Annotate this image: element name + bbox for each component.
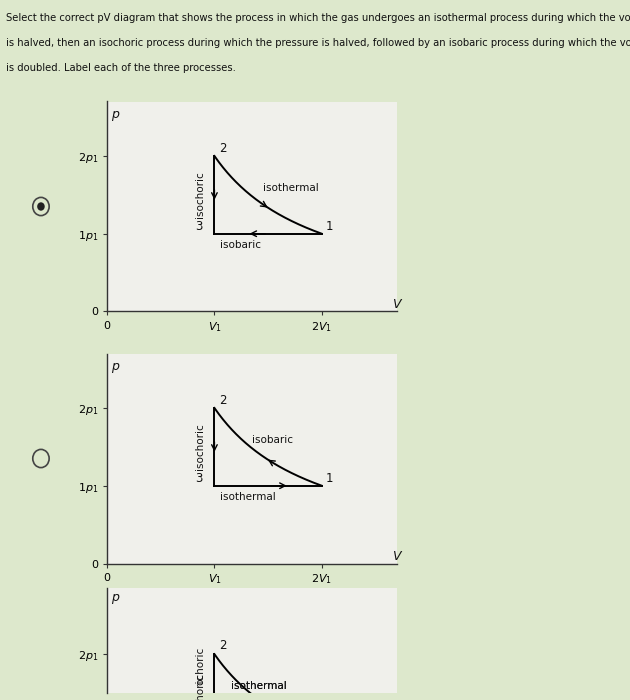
Text: ochoric: ochoric bbox=[195, 647, 205, 685]
Text: 2: 2 bbox=[219, 142, 226, 155]
Text: isothermal: isothermal bbox=[220, 491, 275, 502]
Text: isothermal: isothermal bbox=[231, 681, 286, 691]
Text: $V$: $V$ bbox=[391, 298, 403, 311]
Text: isobaric: isobaric bbox=[220, 239, 261, 250]
Text: $p$: $p$ bbox=[112, 109, 121, 123]
Text: isochoric: isochoric bbox=[195, 424, 205, 470]
Text: 2: 2 bbox=[219, 639, 226, 652]
Text: isothermal: isothermal bbox=[263, 183, 319, 193]
Text: isochoric: isochoric bbox=[195, 172, 205, 218]
Text: 1: 1 bbox=[326, 472, 333, 485]
Text: 3: 3 bbox=[195, 472, 202, 485]
Text: isobaric: isobaric bbox=[252, 435, 293, 445]
Text: 2: 2 bbox=[219, 394, 226, 407]
Text: isothermal: isothermal bbox=[231, 681, 286, 691]
Text: Select the correct pV diagram that shows the process in which the gas undergoes : Select the correct pV diagram that shows… bbox=[6, 13, 630, 22]
Text: $V$: $V$ bbox=[391, 550, 403, 563]
Text: 3: 3 bbox=[195, 220, 202, 233]
Text: $p$: $p$ bbox=[112, 592, 121, 606]
Text: 1: 1 bbox=[326, 220, 333, 233]
Text: is halved, then an isochoric process during which the pressure is halved, follow: is halved, then an isochoric process dur… bbox=[6, 38, 630, 48]
Text: is doubled. Label each of the three processes.: is doubled. Label each of the three proc… bbox=[6, 63, 236, 73]
Text: $p$: $p$ bbox=[112, 361, 121, 375]
Text: ochoric: ochoric bbox=[195, 674, 205, 700]
